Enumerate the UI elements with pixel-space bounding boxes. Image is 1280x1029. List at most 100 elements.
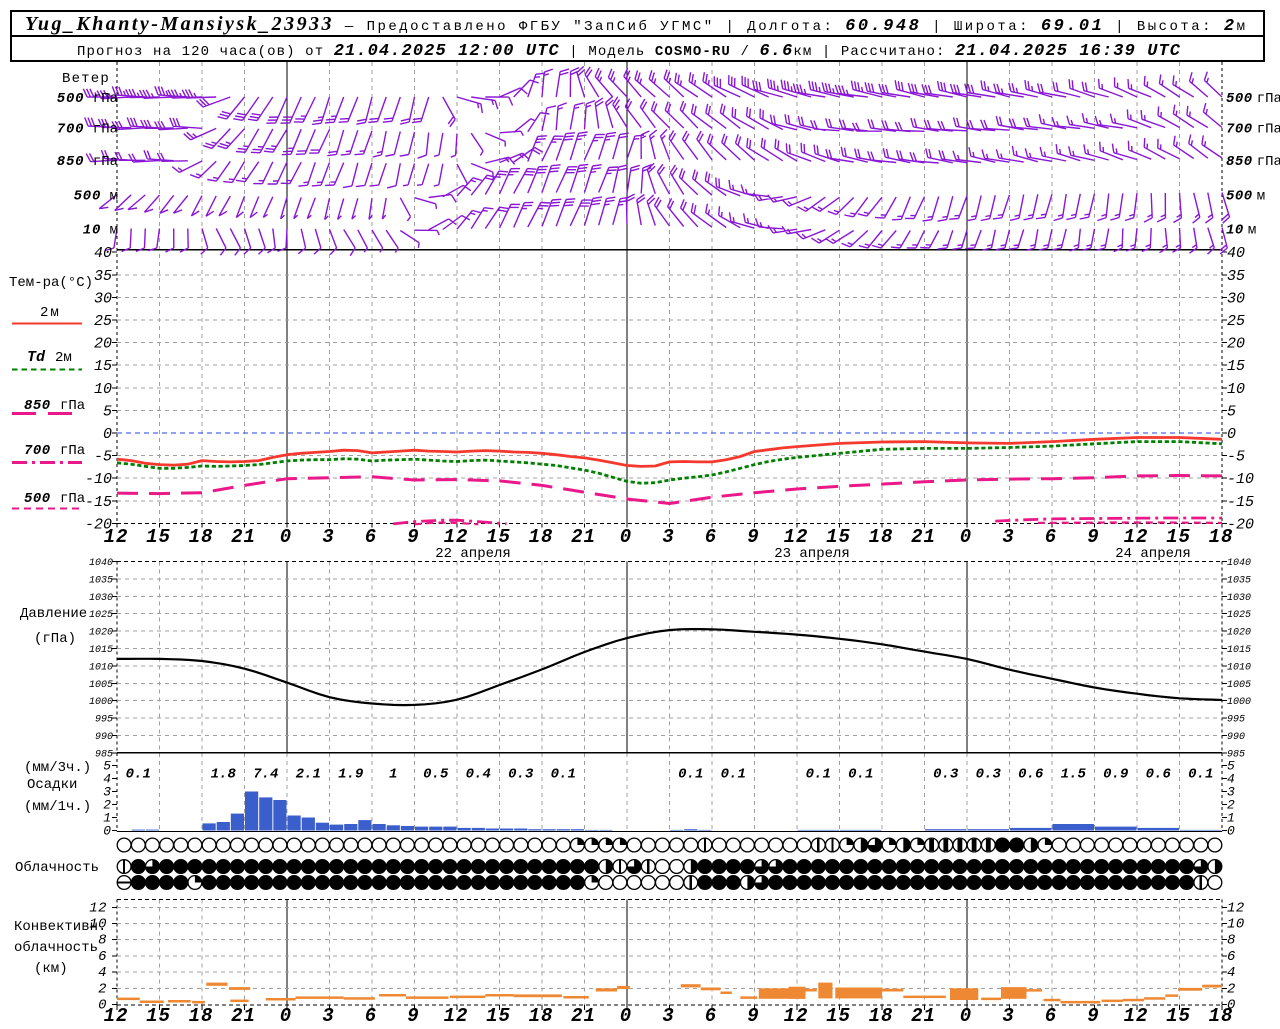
svg-text:гПа: гПа: [60, 398, 85, 414]
svg-text:1040: 1040: [89, 558, 113, 569]
svg-text:12: 12: [444, 526, 469, 548]
svg-text:15: 15: [486, 526, 511, 548]
svg-text:9: 9: [407, 1005, 419, 1024]
svg-text:21: 21: [911, 526, 936, 548]
svg-text:22 апреля: 22 апреля: [435, 546, 511, 562]
svg-text:10: 10: [1227, 917, 1245, 933]
svg-text:4: 4: [98, 965, 107, 981]
svg-text:3: 3: [322, 526, 334, 548]
svg-text:9: 9: [747, 1005, 759, 1024]
svg-text:12: 12: [1227, 900, 1245, 916]
svg-text:Прогноз на 120 часа(ов) от 21.: Прогноз на 120 часа(ов) от 21.04.2025 12…: [77, 42, 1181, 61]
svg-text:12: 12: [1124, 526, 1149, 548]
svg-text:1: 1: [1227, 811, 1235, 826]
svg-text:2: 2: [1227, 981, 1236, 997]
svg-text:2: 2: [103, 798, 111, 813]
svg-text:-15: -15: [1227, 494, 1254, 511]
svg-text:10 м: 10 м: [83, 223, 118, 239]
svg-text:700 гПа: 700 гПа: [57, 122, 118, 138]
svg-text:1005: 1005: [89, 680, 113, 691]
svg-text:2м: 2м: [40, 305, 61, 321]
svg-text:1025: 1025: [89, 610, 113, 621]
svg-text:12: 12: [444, 1005, 469, 1024]
svg-text:21: 21: [231, 1005, 256, 1024]
svg-text:1005: 1005: [1227, 680, 1251, 691]
svg-text:0: 0: [1227, 426, 1236, 443]
svg-text:20: 20: [94, 336, 112, 353]
svg-text:-10: -10: [1227, 471, 1254, 488]
svg-text:5: 5: [1227, 759, 1235, 774]
svg-text:9: 9: [407, 526, 419, 548]
svg-text:21: 21: [231, 526, 256, 548]
svg-text:21: 21: [571, 1005, 596, 1024]
svg-text:25: 25: [1227, 313, 1245, 330]
svg-text:3: 3: [1002, 526, 1014, 548]
svg-text:1000: 1000: [89, 697, 113, 708]
svg-text:24 апреля: 24 апреля: [1115, 546, 1191, 562]
svg-text:3: 3: [103, 785, 111, 800]
svg-text:0.1: 0.1: [1188, 767, 1213, 783]
svg-text:Тем-ра(°C): Тем-ра(°C): [9, 275, 93, 291]
svg-text:0.9: 0.9: [1103, 767, 1128, 783]
svg-text:700: 700: [24, 443, 51, 459]
svg-text:1025: 1025: [1227, 610, 1251, 621]
svg-text:-20: -20: [1227, 516, 1254, 533]
svg-text:1020: 1020: [1227, 628, 1251, 639]
svg-text:Облачность: Облачность: [15, 859, 99, 876]
svg-text:15: 15: [146, 1005, 171, 1024]
svg-text:0.3: 0.3: [976, 767, 1002, 783]
svg-text:7.4: 7.4: [253, 767, 278, 783]
svg-text:15: 15: [826, 526, 851, 548]
svg-text:30: 30: [94, 290, 112, 307]
svg-text:18: 18: [529, 526, 554, 548]
svg-text:15: 15: [1227, 358, 1245, 375]
svg-text:0.1: 0.1: [678, 767, 703, 783]
svg-text:23 апреля: 23 апреля: [774, 546, 850, 562]
svg-text:35: 35: [94, 268, 112, 285]
svg-text:10: 10: [1227, 381, 1245, 398]
svg-text:0: 0: [103, 426, 112, 443]
svg-text:12: 12: [784, 526, 809, 548]
svg-text:0: 0: [960, 1005, 972, 1024]
svg-text:1010: 1010: [89, 662, 113, 673]
svg-text:10м: 10 м: [1226, 223, 1256, 239]
svg-text:2.1: 2.1: [296, 767, 321, 783]
svg-text:500 гПа: 500 гПа: [57, 91, 118, 107]
svg-text:990: 990: [1227, 732, 1245, 743]
svg-text:1.9: 1.9: [338, 767, 363, 783]
svg-text:12: 12: [784, 1005, 809, 1024]
svg-text:0: 0: [960, 526, 972, 548]
svg-text:6: 6: [1045, 1005, 1057, 1024]
svg-text:1020: 1020: [89, 628, 113, 639]
svg-text:985: 985: [1227, 749, 1245, 760]
svg-text:6: 6: [98, 949, 107, 965]
svg-text:1000: 1000: [1227, 697, 1251, 708]
svg-text:0.1: 0.1: [806, 767, 831, 783]
svg-text:0.6: 0.6: [1146, 767, 1172, 783]
svg-text:0.1: 0.1: [551, 767, 576, 783]
svg-text:0: 0: [620, 526, 632, 548]
svg-text:1040: 1040: [1227, 558, 1251, 569]
svg-text:18: 18: [869, 1005, 894, 1024]
svg-text:6: 6: [1045, 526, 1057, 548]
svg-text:2: 2: [98, 981, 107, 997]
svg-text:гПа: гПа: [60, 443, 85, 459]
svg-text:18: 18: [1209, 526, 1234, 548]
svg-text:25: 25: [94, 313, 112, 330]
svg-text:-10: -10: [85, 471, 112, 488]
svg-text:2: 2: [1227, 798, 1235, 813]
svg-text:1010: 1010: [1227, 662, 1251, 673]
svg-text:12: 12: [104, 526, 129, 548]
svg-text:0.1: 0.1: [126, 767, 151, 783]
svg-text:9: 9: [747, 526, 759, 548]
svg-text:1.5: 1.5: [1061, 767, 1087, 783]
svg-text:Конвективн.: Конвективн.: [14, 919, 106, 935]
svg-text:40: 40: [1227, 245, 1245, 262]
svg-text:0: 0: [98, 998, 107, 1014]
svg-text:21: 21: [911, 1005, 936, 1024]
svg-text:3: 3: [662, 1005, 674, 1024]
svg-text:9: 9: [1087, 526, 1099, 548]
svg-text:850 гПа: 850 гПа: [57, 154, 118, 170]
